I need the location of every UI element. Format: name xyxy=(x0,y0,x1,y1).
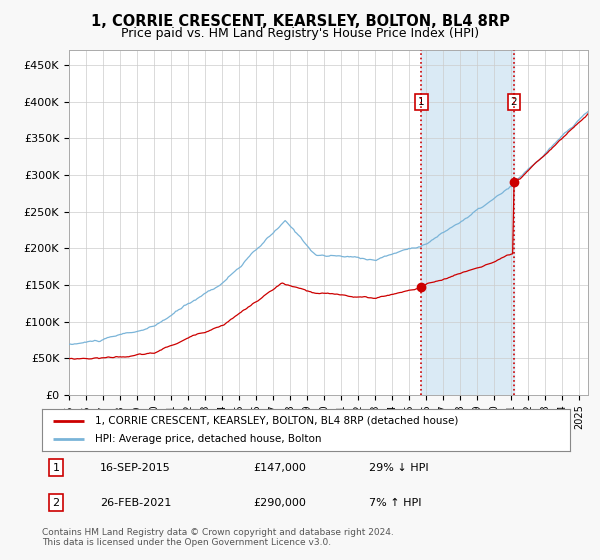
Text: 26-FEB-2021: 26-FEB-2021 xyxy=(100,498,172,507)
Text: 7% ↑ HPI: 7% ↑ HPI xyxy=(370,498,422,507)
Text: 1, CORRIE CRESCENT, KEARSLEY, BOLTON, BL4 8RP: 1, CORRIE CRESCENT, KEARSLEY, BOLTON, BL… xyxy=(91,14,509,29)
Text: 2: 2 xyxy=(53,498,59,507)
Text: £290,000: £290,000 xyxy=(253,498,306,507)
Text: £147,000: £147,000 xyxy=(253,463,306,473)
Text: Contains HM Land Registry data © Crown copyright and database right 2024.
This d: Contains HM Land Registry data © Crown c… xyxy=(42,528,394,547)
Text: 1: 1 xyxy=(53,463,59,473)
Text: 1: 1 xyxy=(418,97,425,107)
Text: Price paid vs. HM Land Registry's House Price Index (HPI): Price paid vs. HM Land Registry's House … xyxy=(121,27,479,40)
Bar xyxy=(421,50,514,395)
Text: 16-SEP-2015: 16-SEP-2015 xyxy=(100,463,171,473)
Text: HPI: Average price, detached house, Bolton: HPI: Average price, detached house, Bolt… xyxy=(95,434,322,444)
Text: 29% ↓ HPI: 29% ↓ HPI xyxy=(370,463,429,473)
Text: 1, CORRIE CRESCENT, KEARSLEY, BOLTON, BL4 8RP (detached house): 1, CORRIE CRESCENT, KEARSLEY, BOLTON, BL… xyxy=(95,416,458,426)
Text: 2: 2 xyxy=(511,97,517,107)
